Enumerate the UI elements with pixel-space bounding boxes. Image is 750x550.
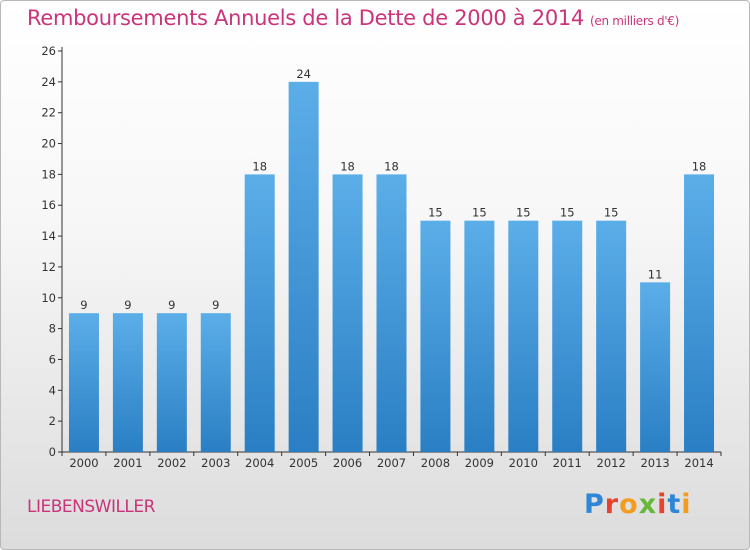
bar: [596, 220, 627, 452]
bar: [464, 220, 495, 452]
x-tick-label: 2010: [509, 456, 538, 470]
bar-value-label: 9: [168, 298, 175, 312]
y-tick-label: 10: [41, 291, 56, 305]
bar: [640, 282, 671, 452]
logo-letter: i: [681, 489, 692, 520]
y-tick-label: 6: [49, 352, 56, 366]
bar-value-label: 15: [604, 206, 619, 220]
y-tick-label: 8: [49, 322, 56, 336]
y-tick-label: 0: [49, 445, 56, 459]
bar: [244, 174, 275, 452]
x-tick-label: 2004: [245, 456, 274, 470]
x-tick-label: 2014: [684, 456, 713, 470]
x-tick-label: 2000: [69, 456, 98, 470]
bar: [156, 313, 187, 452]
bar-value-label: 11: [648, 267, 663, 281]
bar: [332, 174, 363, 452]
bar: [684, 174, 715, 452]
bar-value-label: 18: [340, 159, 355, 173]
bar-value-label: 15: [560, 206, 575, 220]
y-tick-label: 26: [41, 44, 56, 58]
proxiti-logo: Proxiti: [584, 489, 692, 520]
logo-letter: x: [638, 489, 658, 520]
bar-value-label: 15: [472, 206, 487, 220]
bar-value-label: 15: [516, 206, 531, 220]
bar-value-label: 18: [692, 159, 707, 173]
bar: [68, 313, 99, 452]
logo-letter: o: [619, 489, 639, 520]
logo-letter: P: [584, 489, 605, 520]
y-tick-label: 14: [41, 229, 56, 243]
y-tick-label: 16: [41, 198, 56, 212]
y-tick-label: 20: [41, 137, 56, 151]
x-tick-label: 2006: [333, 456, 362, 470]
x-tick-label: 2011: [553, 456, 582, 470]
x-tick-label: 2012: [597, 456, 626, 470]
logo-letter: i: [657, 489, 668, 520]
y-tick-label: 2: [49, 414, 56, 428]
logo-letter: r: [604, 489, 620, 520]
bar-value-label: 15: [428, 206, 443, 220]
chart-unit-note: (en milliers d'€): [590, 14, 680, 28]
bar: [508, 220, 539, 452]
y-tick-label: 24: [41, 75, 56, 89]
x-tick-label: 2009: [465, 456, 494, 470]
bar-value-label: 9: [80, 298, 87, 312]
y-tick-label: 22: [41, 106, 56, 120]
x-tick-label: 2005: [289, 456, 318, 470]
town-name: LIEBENSWILLER: [27, 497, 155, 517]
bar: [376, 174, 407, 452]
bar-value-label: 9: [212, 298, 219, 312]
y-tick-label: 4: [49, 383, 56, 397]
bar-value-label: 18: [252, 159, 267, 173]
bar-value-label: 18: [384, 159, 399, 173]
chart-title-text: Remboursements Annuels de la Dette de 20…: [27, 6, 584, 30]
x-tick-label: 2002: [157, 456, 186, 470]
logo-letter: t: [667, 489, 682, 520]
y-tick-label: 18: [41, 167, 56, 181]
bar: [420, 220, 451, 452]
bar: [552, 220, 583, 452]
bar: [200, 313, 231, 452]
x-tick-label: 2008: [421, 456, 450, 470]
y-tick-label: 12: [41, 260, 56, 274]
bar-value-label: 24: [296, 67, 311, 81]
x-tick-label: 2013: [640, 456, 669, 470]
chart-title: Remboursements Annuels de la Dette de 20…: [27, 6, 679, 30]
x-tick-label: 2001: [113, 456, 142, 470]
bar: [288, 81, 319, 452]
x-tick-label: 2003: [201, 456, 230, 470]
x-tick-label: 2007: [377, 456, 406, 470]
bar-value-label: 9: [124, 298, 131, 312]
bar: [112, 313, 143, 452]
